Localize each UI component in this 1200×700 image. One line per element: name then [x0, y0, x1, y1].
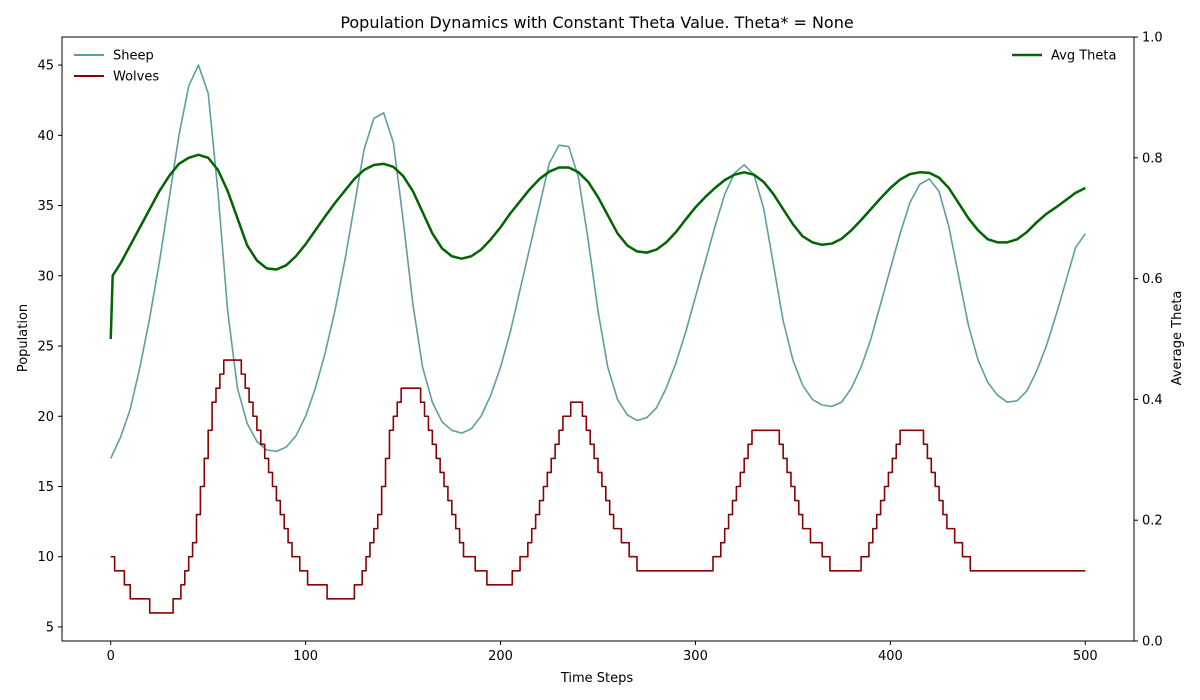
- y-tick-label: 20: [37, 410, 54, 425]
- legend-label-avg-theta: Avg Theta: [1051, 49, 1116, 64]
- y2-tick-label: 0.0: [1142, 635, 1163, 650]
- axes: 0 100 200 300 400 500 5 10 15 20 25 30 35 40 45 0.0 0.2 0…: [37, 31, 1162, 665]
- y2-tick-label: 0.6: [1142, 272, 1163, 287]
- y-tick-label: 30: [37, 269, 54, 284]
- x-tick-label: 500: [1073, 649, 1098, 664]
- legend-right: Avg Theta: [1012, 49, 1116, 64]
- legend-label-wolves: Wolves: [113, 70, 159, 85]
- y2-tick-label: 0.8: [1142, 151, 1163, 166]
- y-tick-label: 15: [37, 480, 54, 495]
- y-tick-label: 45: [37, 59, 54, 74]
- y-tick-label: 10: [37, 550, 54, 565]
- y2-tick-label: 0.2: [1142, 514, 1163, 529]
- legend-left: Sheep Wolves: [74, 49, 159, 85]
- x-tick-label: 100: [293, 649, 318, 664]
- y-tick-label: 40: [37, 129, 54, 144]
- x-axis-label: Time Steps: [560, 671, 634, 686]
- x-tick-label: 0: [107, 649, 115, 664]
- x-tick-label: 400: [878, 649, 903, 664]
- x-tick-label: 300: [683, 649, 708, 664]
- x-tick-label: 200: [488, 649, 513, 664]
- y-tick-label: 5: [46, 620, 54, 635]
- plot-frame: [61, 36, 1135, 642]
- y2-tick-label: 0.4: [1142, 393, 1163, 408]
- chart-title: Population Dynamics with Constant Theta …: [340, 13, 853, 32]
- y2-tick-label: 1.0: [1142, 31, 1163, 46]
- series-line-wolves: [110, 359, 1086, 614]
- y-axis-label: Population: [16, 304, 31, 372]
- series-line-sheep: [110, 64, 1086, 459]
- series-line-avg-theta: [109, 153, 1086, 340]
- y-tick-label: 35: [37, 199, 54, 214]
- y2-axis-label: Average Theta: [1170, 291, 1185, 386]
- legend-label-sheep: Sheep: [113, 49, 154, 64]
- plot-area: [109, 64, 1086, 614]
- y-tick-label: 25: [37, 340, 54, 355]
